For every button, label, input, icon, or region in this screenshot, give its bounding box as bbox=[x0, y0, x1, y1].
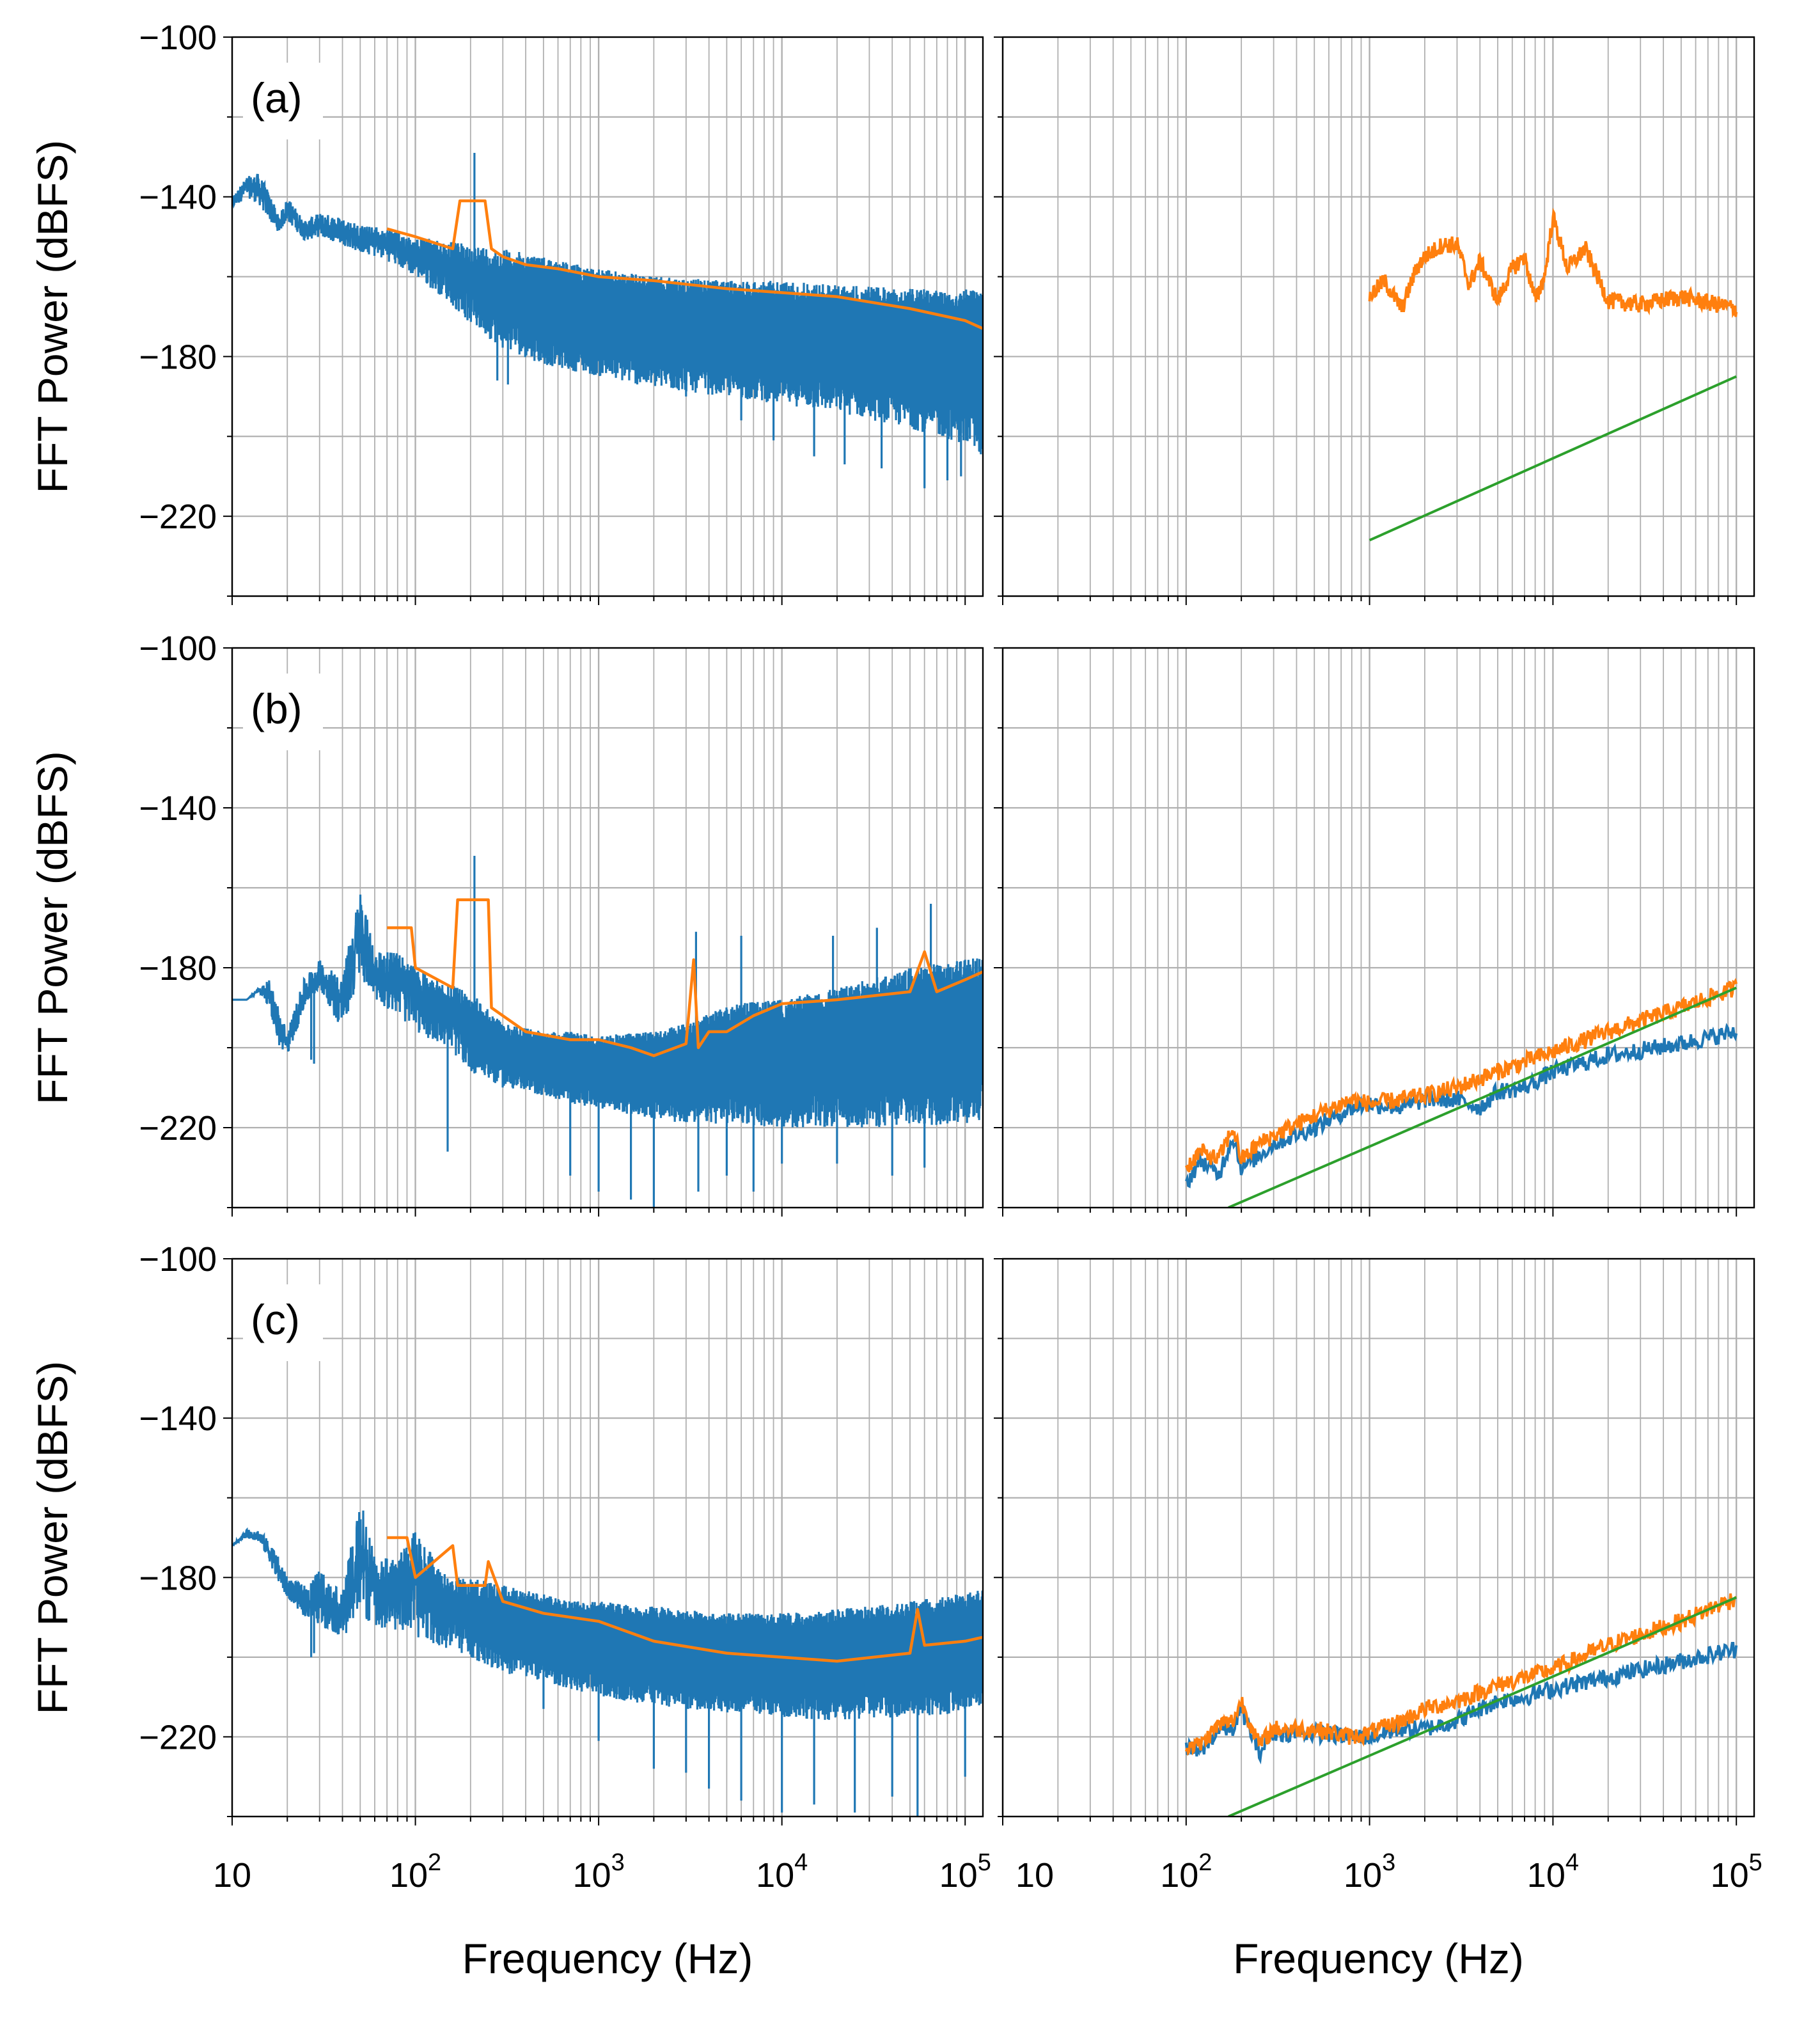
x-tick-exponent: 3 bbox=[611, 1849, 625, 1876]
x-tick-base: 10 bbox=[1527, 1856, 1565, 1895]
x-tick-base: 10 bbox=[1160, 1856, 1198, 1895]
series-orange-line bbox=[387, 1536, 983, 1663]
series-orange-line bbox=[1184, 977, 1738, 1172]
panel-r1-c1: −100 −140 −180 −220 (a) FFT Power (dBFS) bbox=[29, 19, 984, 605]
x-tick-label: 105 bbox=[939, 1849, 991, 1895]
x-tick-label: 104 bbox=[1527, 1849, 1579, 1895]
panel-r3-c1: −100−140−180−220(c)10 102 103 104 105Frequen… bbox=[29, 1240, 991, 1982]
series-orange-line bbox=[1184, 1593, 1737, 1756]
panel-label: (a) bbox=[251, 74, 302, 122]
y-tick-label: −220 bbox=[139, 1109, 217, 1147]
series-green-line bbox=[1228, 1596, 1737, 1817]
x-tick-label: 10 bbox=[213, 1856, 251, 1895]
x-tick-exponent: 4 bbox=[794, 1849, 808, 1876]
panel-label: (b) bbox=[251, 685, 302, 732]
axes-frame bbox=[1001, 647, 1755, 1209]
x-tick-exponent: 4 bbox=[1565, 1849, 1579, 1876]
y-axis-label: FFT Power (dBFS) bbox=[29, 751, 76, 1105]
x-tick-label: 103 bbox=[573, 1849, 625, 1895]
x-tick-exponent: 5 bbox=[978, 1849, 991, 1876]
axes-frame bbox=[231, 36, 984, 597]
y-tick-label: −100 bbox=[139, 629, 217, 668]
y-tick-label: −140 bbox=[139, 178, 217, 217]
x-tick-label: 103 bbox=[1344, 1849, 1395, 1895]
x-tick-base: 10 bbox=[389, 1856, 428, 1895]
panel-r2-c1: −100 −140 −180 −220 (b) FFT Power (dBFS) bbox=[29, 629, 984, 1217]
y-tick-label: −140 bbox=[139, 789, 217, 828]
axes-frame bbox=[231, 1257, 984, 1818]
y-tick-label: −100 bbox=[139, 1240, 217, 1279]
x-tick-base: 10 bbox=[573, 1856, 611, 1895]
axes-frame bbox=[1001, 36, 1755, 597]
series-blue-line bbox=[232, 153, 983, 489]
y-tick-label: −100 bbox=[139, 19, 217, 57]
x-tick-label: 10 bbox=[1016, 1856, 1054, 1895]
axes-frame bbox=[231, 647, 984, 1209]
series-blue-line bbox=[1184, 1023, 1738, 1188]
y-tick-label: −220 bbox=[139, 1718, 217, 1756]
y-tick-label: −180 bbox=[139, 949, 217, 988]
y-axis-label: FFT Power (dBFS) bbox=[29, 1361, 76, 1715]
x-tick-label: 104 bbox=[756, 1849, 808, 1895]
x-tick-base: 10 bbox=[1016, 1856, 1054, 1895]
x-tick-base: 10 bbox=[939, 1856, 978, 1895]
x-tick-base: 10 bbox=[1711, 1856, 1749, 1895]
series-orange-line bbox=[1368, 207, 1738, 319]
x-tick-exponent: 3 bbox=[1382, 1849, 1395, 1876]
panel-label-box bbox=[243, 1284, 323, 1361]
panel-label-box bbox=[243, 63, 323, 139]
series-orange-line bbox=[387, 898, 983, 1057]
x-axis-label: Frequency (Hz) bbox=[462, 1935, 753, 1982]
series-green-line bbox=[1369, 375, 1738, 542]
series-blue-line bbox=[232, 1510, 983, 1817]
x-tick-exponent: 2 bbox=[428, 1849, 441, 1876]
x-tick-label: 102 bbox=[389, 1849, 441, 1895]
x-tick-base: 10 bbox=[756, 1856, 794, 1895]
panel-label: (c) bbox=[251, 1296, 300, 1343]
x-tick-base: 10 bbox=[1344, 1856, 1382, 1895]
x-tick-exponent: 2 bbox=[1198, 1849, 1212, 1876]
panel-r2-c2 bbox=[994, 647, 1755, 1217]
series-blue-line bbox=[232, 856, 983, 1208]
panel-label-box bbox=[243, 674, 323, 750]
y-tick-label: −180 bbox=[139, 338, 217, 376]
x-axis-label: Frequency (Hz) bbox=[1233, 1935, 1524, 1982]
series-green-line bbox=[1228, 986, 1737, 1208]
axes-frame bbox=[1001, 1257, 1755, 1818]
x-tick-label: 105 bbox=[1711, 1849, 1762, 1895]
y-tick-label: −220 bbox=[139, 498, 217, 536]
y-tick-label: −140 bbox=[139, 1399, 217, 1438]
y-axis-label: FFT Power (dBFS) bbox=[29, 140, 76, 494]
x-tick-base: 10 bbox=[213, 1856, 251, 1895]
x-tick-label: 102 bbox=[1160, 1849, 1212, 1895]
series-orange-line bbox=[386, 199, 983, 330]
x-tick-exponent: 5 bbox=[1749, 1849, 1762, 1876]
y-tick-label: −180 bbox=[139, 1559, 217, 1597]
panel-r1-c2 bbox=[994, 36, 1755, 605]
